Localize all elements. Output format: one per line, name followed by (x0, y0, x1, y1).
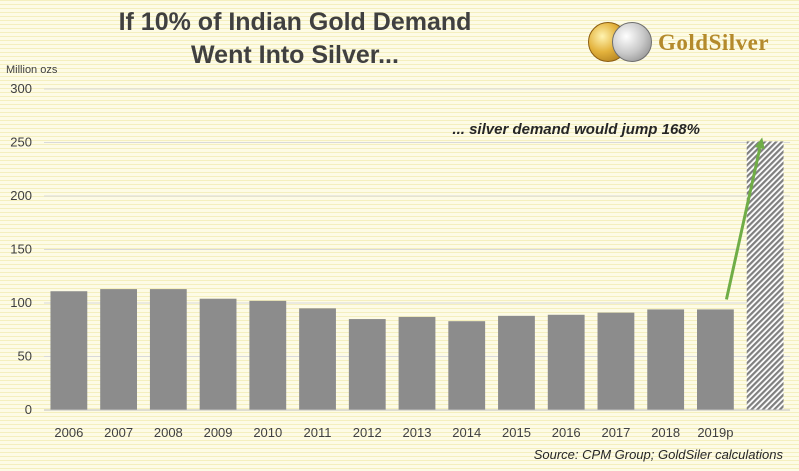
bar (498, 315, 535, 410)
bar (249, 300, 287, 410)
growth-arrow-head (754, 137, 765, 150)
x-axis-ticks: 2006 2007 2008 2009 2010 2011 2012 2013 2014 2015… (54, 425, 733, 440)
x-tick-label: 2012 (353, 425, 382, 440)
x-tick-label: 2015 (502, 425, 531, 440)
x-tick-label: 2017 (601, 425, 630, 440)
bar (50, 291, 88, 410)
bar (547, 314, 585, 410)
x-tick-label: 2018 (651, 425, 680, 440)
annotation-text: ... silver demand would jump 168% (452, 121, 700, 138)
y-tick-label: 300 (10, 81, 32, 96)
brand-logo: GoldSilver (588, 22, 793, 66)
x-tick-label: 2008 (154, 425, 183, 440)
bar (398, 316, 436, 410)
bars (50, 141, 784, 410)
y-tick-label: 0 (25, 402, 32, 417)
x-tick-label: 2010 (253, 425, 282, 440)
x-tick-label: 2006 (54, 425, 83, 440)
bar (597, 312, 635, 410)
y-tick-label: 100 (10, 295, 32, 310)
x-tick-label: 2014 (452, 425, 481, 440)
chart-title-line-1: If 10% of Indian Gold Demand (118, 8, 472, 36)
chart-title: If 10% of Indian Gold Demand Went Into S… (100, 6, 490, 72)
bar (696, 309, 734, 410)
bar (348, 319, 386, 410)
y-axis-ticks: 0 50 100 150 200 250 300 (10, 81, 32, 417)
x-tick-label: 2016 (552, 425, 581, 440)
bar (149, 289, 187, 410)
growth-arrow (724, 147, 762, 300)
y-tick-label: 50 (18, 349, 32, 364)
brand-name: GoldSilver (658, 30, 770, 55)
source-note: Source: CPM Group; GoldSiler calculation… (534, 447, 784, 462)
bar (199, 298, 237, 410)
bar (100, 289, 138, 410)
x-tick-label: 2019p (697, 425, 733, 440)
x-tick-label: 2011 (304, 425, 332, 440)
y-axis-label: Million ozs (6, 64, 58, 76)
y-tick-label: 250 (10, 135, 32, 150)
x-tick-label: 2007 (104, 425, 133, 440)
y-tick-label: 200 (10, 188, 32, 203)
bar (299, 308, 336, 410)
bar (647, 309, 685, 410)
x-tick-label: 2013 (403, 425, 432, 440)
chart-title-line-2: Went Into Silver... (191, 41, 399, 69)
x-tick-label: 2009 (204, 425, 233, 440)
y-tick-label: 150 (10, 242, 32, 257)
bar (448, 321, 486, 410)
silver-coin-icon (612, 22, 652, 62)
